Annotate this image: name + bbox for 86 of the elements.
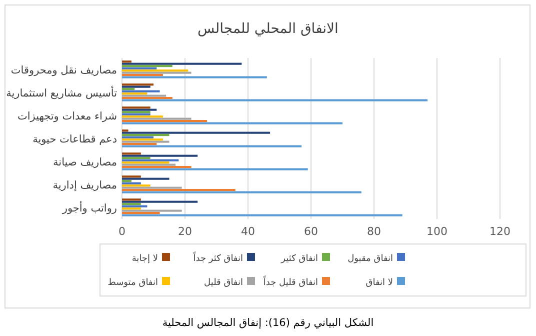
legend-label: انفاق كثر جداً bbox=[192, 251, 243, 264]
y-tick-label: مصاريف إدارية bbox=[52, 180, 117, 192]
bar bbox=[122, 136, 154, 138]
bar bbox=[122, 62, 242, 65]
bar bbox=[122, 214, 402, 216]
bar bbox=[122, 67, 157, 70]
bar bbox=[122, 60, 132, 63]
legend-label: انفاق قليل bbox=[204, 278, 243, 288]
legend-label: انفاق قليل جداً bbox=[262, 275, 318, 288]
bar bbox=[122, 176, 141, 178]
legend-item: انفاق قليل bbox=[204, 277, 255, 288]
y-tick-label: رواتب وأجور bbox=[61, 200, 117, 214]
bar bbox=[122, 96, 172, 100]
legend-item: انفاق كثر جداً bbox=[193, 253, 255, 264]
bar bbox=[122, 130, 128, 132]
bar bbox=[122, 212, 160, 214]
bar bbox=[122, 166, 192, 168]
bar bbox=[122, 145, 302, 148]
bar bbox=[122, 94, 166, 97]
bar bbox=[122, 188, 236, 192]
legend-item: انفاق كثير bbox=[281, 253, 330, 264]
bar bbox=[122, 162, 170, 164]
bar bbox=[122, 106, 150, 109]
y-tick-label: مصاريف نقل ومحروقات bbox=[10, 64, 117, 76]
bar bbox=[122, 132, 270, 134]
bar bbox=[122, 134, 170, 136]
bar bbox=[122, 118, 192, 120]
bar bbox=[122, 99, 428, 102]
legend-label: لا إجابة bbox=[132, 254, 158, 264]
bar bbox=[122, 120, 208, 122]
bar bbox=[122, 86, 150, 88]
bar bbox=[122, 65, 172, 68]
bar bbox=[122, 88, 135, 90]
bar bbox=[122, 92, 148, 95]
y-tick-label: مصاريف صيانة bbox=[53, 156, 117, 168]
bar bbox=[122, 76, 267, 78]
legend-item: انفاق قليل جداً bbox=[263, 277, 330, 288]
bar bbox=[122, 210, 182, 212]
bar bbox=[122, 168, 308, 170]
bar bbox=[122, 70, 188, 72]
x-tick-label: 40 bbox=[241, 225, 255, 238]
bar bbox=[122, 208, 141, 210]
bar bbox=[122, 72, 192, 74]
y-tick-label: دعم قطاعات حيوية bbox=[32, 134, 118, 146]
legend-item: لا إجابة bbox=[132, 253, 170, 264]
legend-label: انفاق مقبول bbox=[348, 254, 393, 264]
bar bbox=[122, 108, 157, 111]
bar bbox=[122, 203, 141, 206]
legend-item: لا انفاق bbox=[366, 277, 405, 288]
bar bbox=[122, 138, 163, 141]
bar bbox=[122, 182, 141, 184]
y-tick-label: شراء معدات وتجهيزات bbox=[18, 110, 117, 122]
text: الشكل البياني رقم (16): إنفاق المجالس المحلية bbox=[162, 317, 374, 329]
x-tick-label: 100 bbox=[426, 225, 448, 238]
legend-label: انفاق متوسط bbox=[108, 278, 158, 288]
bar bbox=[122, 116, 163, 118]
bar bbox=[122, 159, 179, 162]
x-tick-label: 60 bbox=[304, 225, 318, 238]
legend-label: انفاق كثير bbox=[280, 254, 318, 264]
bar bbox=[122, 122, 342, 124]
bar bbox=[122, 191, 362, 194]
bar bbox=[122, 184, 150, 187]
x-tick-label: 20 bbox=[178, 225, 192, 238]
bar bbox=[122, 198, 141, 201]
bar bbox=[122, 157, 150, 160]
bar bbox=[122, 140, 170, 143]
legend-item: انفاق متوسط bbox=[108, 277, 170, 288]
bar bbox=[122, 84, 154, 86]
bar bbox=[122, 178, 170, 180]
bar bbox=[122, 74, 163, 76]
bar bbox=[122, 205, 148, 208]
bar bbox=[122, 90, 160, 92]
x-tick-label: 120 bbox=[490, 225, 510, 238]
bar bbox=[122, 142, 157, 146]
legend-item: انفاق مقبول bbox=[348, 253, 405, 264]
x-tick-label: 80 bbox=[367, 225, 381, 238]
bar bbox=[122, 186, 182, 189]
legend-label: لا انفاق bbox=[366, 278, 393, 288]
x-tick-label: 0 bbox=[118, 225, 126, 238]
bar bbox=[122, 164, 176, 166]
chart-title: الانفاق المحلي للمجالس bbox=[198, 21, 338, 37]
bar bbox=[122, 180, 132, 182]
bar bbox=[122, 200, 198, 203]
y-tick-label: تأسيس مشاريع استثمارية bbox=[6, 86, 118, 100]
bar bbox=[122, 152, 141, 155]
bar bbox=[122, 154, 198, 157]
